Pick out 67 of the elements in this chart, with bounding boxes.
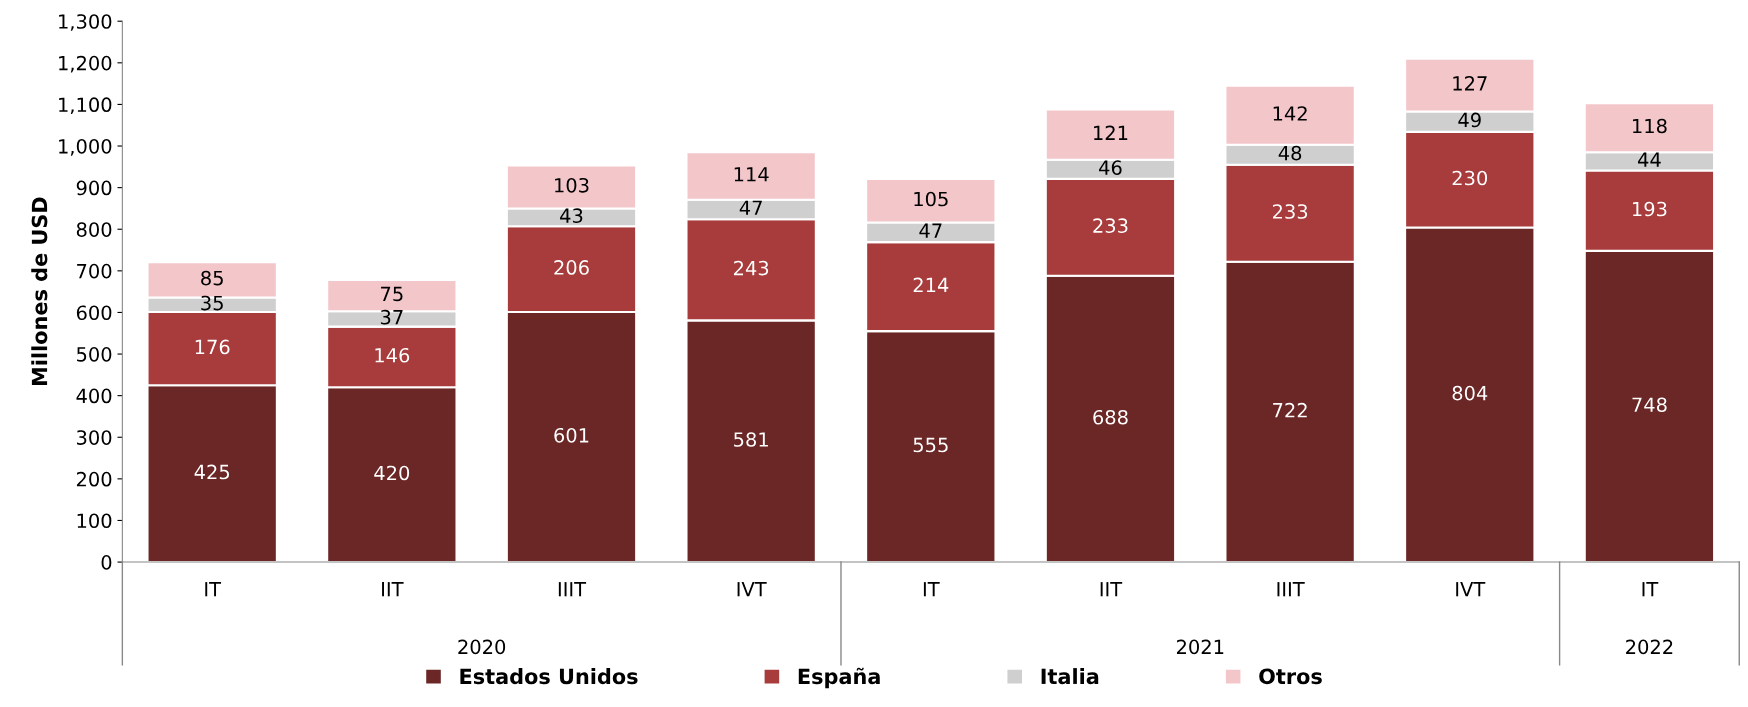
data-label: 114 xyxy=(734,167,769,182)
data-label: 47 xyxy=(739,200,762,215)
text: 2022 xyxy=(1626,639,1673,655)
text: 2021 xyxy=(1176,639,1224,655)
x-tick-label: IT xyxy=(1642,582,1659,597)
data-label: 49 xyxy=(1458,112,1481,128)
data-label: 43 xyxy=(560,208,583,224)
data-label: 103 xyxy=(555,177,589,193)
x-tick-label: IIT xyxy=(1100,582,1123,597)
data-label: 146 xyxy=(375,347,410,363)
data-label: 206 xyxy=(554,260,589,275)
y-tick-label: 700 xyxy=(77,263,112,279)
data-label: 47 xyxy=(919,223,942,238)
y-tick-label: 600 xyxy=(76,305,112,321)
x-tick-label: IVT xyxy=(737,582,767,597)
data-label: 230 xyxy=(1452,170,1488,186)
legend-label: España xyxy=(798,667,880,689)
legend-label: Estados Unidos xyxy=(460,668,638,685)
x-tick-label: IIIT xyxy=(1277,582,1305,597)
y-tick-label: 300 xyxy=(77,430,112,445)
x-tick-label: IT xyxy=(923,582,940,597)
data-label: 37 xyxy=(380,309,403,325)
data-label: 748 xyxy=(1632,397,1667,413)
x-tick-label: IVT xyxy=(1456,582,1486,597)
y-tick-label: 900 xyxy=(76,180,112,196)
data-label: 425 xyxy=(194,464,230,480)
data-label: 118 xyxy=(1633,118,1667,134)
data-label: 555 xyxy=(913,437,948,453)
y-tick-label: 800 xyxy=(76,222,112,237)
y-tick-label: 0 xyxy=(101,555,112,570)
data-label: 193 xyxy=(1633,201,1667,217)
data-label: 243 xyxy=(734,260,769,276)
data-label: 85 xyxy=(201,270,223,286)
y-tick-label: 500 xyxy=(77,347,112,362)
y-axis-title: Millones de USD xyxy=(31,197,48,386)
y-tick-label: 1,000 xyxy=(59,138,112,156)
y-tick-label: 200 xyxy=(76,471,112,487)
data-label: 176 xyxy=(195,339,230,355)
data-label: 142 xyxy=(1273,106,1307,121)
y-tick-label: 1,200 xyxy=(59,55,112,73)
data-label: 46 xyxy=(1099,160,1122,175)
data-label: 804 xyxy=(1452,385,1488,401)
data-label: 688 xyxy=(1093,409,1128,425)
legend-label: Otros xyxy=(1259,668,1322,685)
data-label: 601 xyxy=(554,427,589,443)
y-tick-label: 1,100 xyxy=(59,97,112,115)
data-label: 214 xyxy=(913,277,949,293)
data-label: 420 xyxy=(374,465,410,481)
legend-label: Italia xyxy=(1041,668,1099,685)
text: 2020 xyxy=(458,639,506,655)
x-tick-label: IIIT xyxy=(558,582,587,597)
data-label: 75 xyxy=(381,286,403,302)
y-tick-label: 400 xyxy=(76,388,112,404)
x-tick-label: IT xyxy=(205,582,222,597)
y-tick-label: 100 xyxy=(77,513,112,529)
data-label: 127 xyxy=(1453,76,1487,91)
y-tick-label: 1,300 xyxy=(59,14,112,31)
data-label: 581 xyxy=(734,432,768,447)
data-label: 35 xyxy=(201,295,223,311)
data-label: 105 xyxy=(914,191,948,207)
x-tick-label: IIT xyxy=(382,582,404,597)
data-label: 233 xyxy=(1272,204,1308,219)
data-label: 44 xyxy=(1638,152,1661,167)
data-label: 722 xyxy=(1273,402,1307,418)
data-label: 48 xyxy=(1278,145,1302,161)
data-label: 233 xyxy=(1093,218,1128,233)
data-label: 121 xyxy=(1094,125,1128,140)
